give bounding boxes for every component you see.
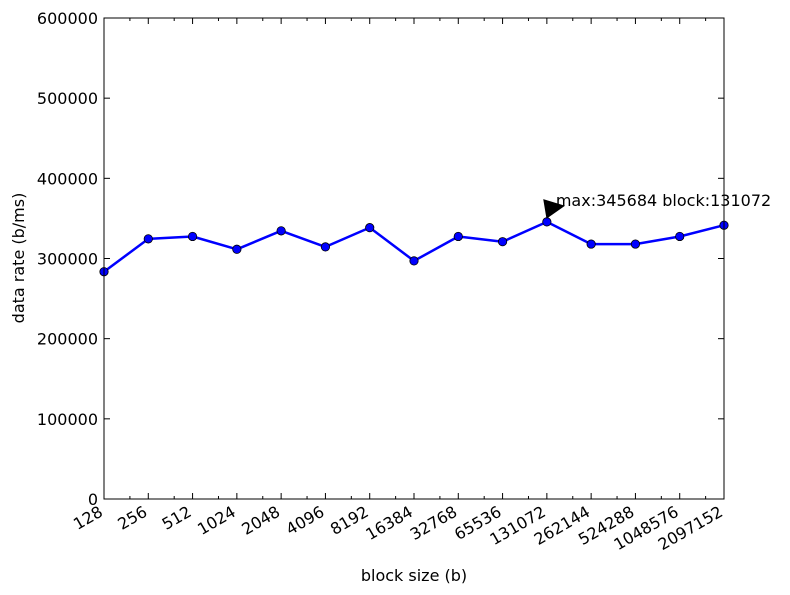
data-point [453, 231, 463, 242]
y-tick-label: 0 [88, 490, 98, 509]
y-tick-label: 600000 [37, 9, 98, 28]
max-annotation: max:345684 block:131072 [543, 191, 771, 219]
annotation-arrow [543, 199, 565, 219]
data-point [187, 231, 198, 242]
data-point [630, 239, 641, 249]
data-point [320, 242, 331, 252]
y-axis-label: data rate (b/ms) [9, 193, 28, 324]
data-point [232, 244, 242, 254]
y-tick-label: 300000 [37, 250, 98, 269]
data-point [276, 226, 286, 236]
data-point [675, 231, 685, 242]
data-point [542, 217, 552, 227]
y-tick-label: 100000 [37, 410, 98, 429]
y-tick-label: 500000 [37, 89, 98, 108]
data-point [586, 239, 596, 249]
y-tick-label: 400000 [37, 169, 98, 188]
plot-frame [103, 17, 725, 500]
y-tick-labels: 0 100000 200000 300000 400000 500000 600000 [37, 9, 98, 509]
data-point [143, 234, 153, 244]
annotation-text: max:345684 block:131072 [556, 191, 771, 210]
data-point [497, 237, 508, 247]
y-tick-label: 200000 [37, 330, 98, 349]
data-series [99, 217, 729, 277]
data-point [365, 223, 375, 233]
data-point [409, 256, 419, 266]
x-axis-label: block size (b) [361, 566, 467, 585]
